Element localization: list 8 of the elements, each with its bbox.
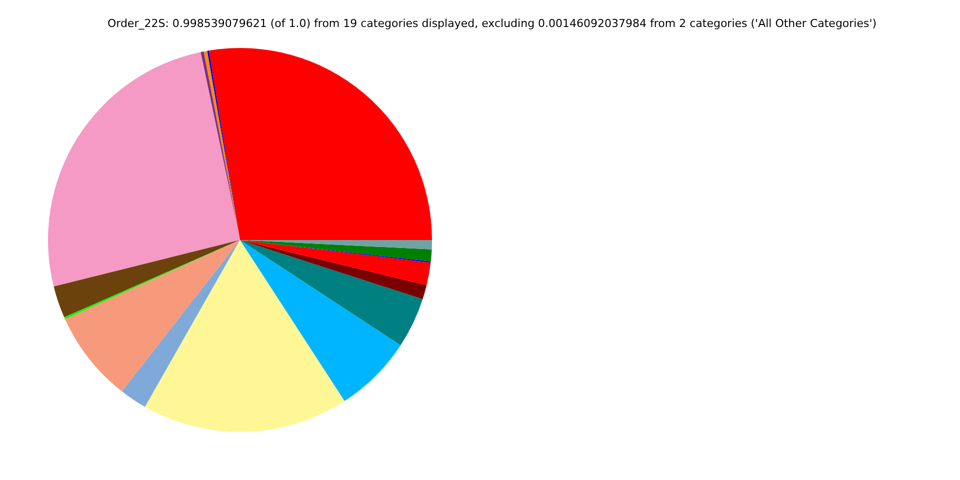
text: Order_22S: 0.998539079621 (of 1.0) from 19 categories displayed, excluding 0.00146092037984 from 2 categories ('All Other Categories') — [107, 17, 877, 30]
pie-slice — [145, 240, 345, 432]
pie-slice — [65, 240, 240, 392]
pie-slice — [48, 52, 240, 286]
pie-slice — [240, 240, 427, 300]
pie-slice — [240, 240, 401, 402]
pie-slice — [240, 240, 423, 346]
pie-slice — [122, 240, 240, 407]
